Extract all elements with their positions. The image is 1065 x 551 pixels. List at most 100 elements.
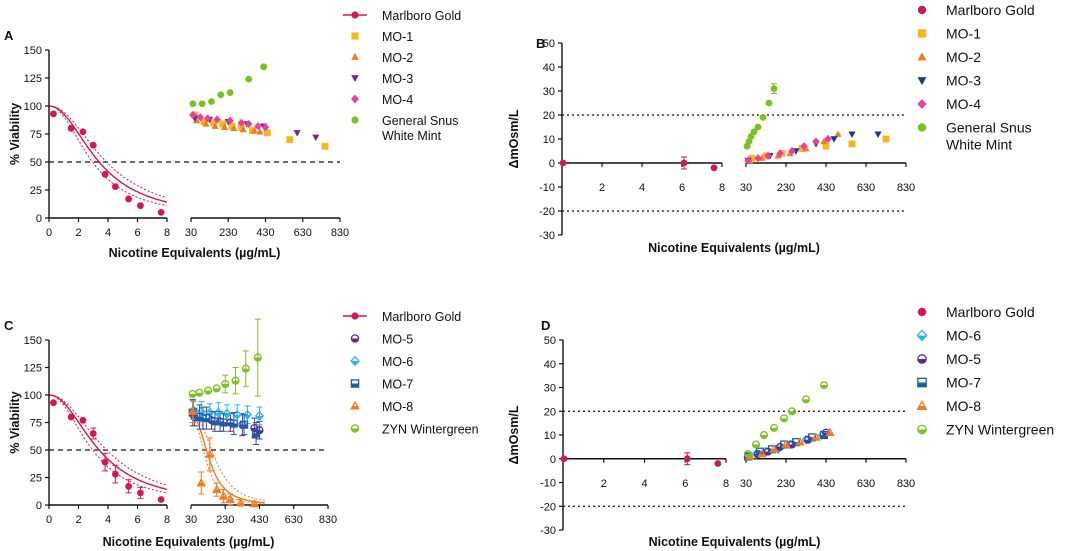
- data-point: [874, 131, 882, 138]
- data-point: [217, 91, 225, 99]
- data-point: [751, 440, 761, 449]
- x-tick-label: 2: [601, 478, 607, 490]
- data-point: [800, 142, 808, 151]
- data-point: [764, 151, 772, 160]
- y-tick-label: 20: [543, 110, 555, 122]
- x-tick-label: 230: [777, 478, 795, 490]
- series-mo-8: [745, 427, 835, 460]
- y-tick-label: -20: [539, 206, 555, 218]
- data-point: [125, 482, 133, 490]
- legend-label: MO-7: [946, 375, 981, 391]
- x-tick-label: 4: [639, 182, 645, 194]
- data-point: [198, 100, 206, 108]
- data-point: [211, 122, 219, 129]
- fit-ci-upper: [49, 105, 168, 199]
- y-axis-title: ΔmOsm/L: [507, 109, 521, 168]
- panel-letter: B: [536, 36, 545, 51]
- data-point: [824, 134, 832, 144]
- legend-label: White Mint: [382, 129, 442, 143]
- data-point: [79, 128, 87, 136]
- data-point: [286, 136, 294, 143]
- data-point: [228, 122, 236, 130]
- data-point: [202, 414, 211, 423]
- legend-item-marlboro-gold: Marlboro Gold: [917, 304, 1035, 320]
- data-point: [89, 141, 97, 149]
- data-point: [208, 98, 215, 105]
- data-point: [245, 75, 253, 83]
- series-mo-8: [188, 400, 260, 508]
- data-point: [101, 170, 109, 178]
- data-point: [239, 125, 247, 133]
- data-point: [321, 142, 329, 150]
- series-mo-3: [744, 131, 882, 165]
- data-point: [240, 420, 249, 429]
- data-point: [825, 427, 835, 436]
- legend-item-mo-3: MO-3: [351, 72, 413, 86]
- data-point: [834, 130, 842, 137]
- data-point: [188, 406, 198, 415]
- x-tick-label: 830: [897, 478, 915, 490]
- data-point: [111, 183, 119, 191]
- data-point: [820, 137, 828, 145]
- x-tick-label: 6: [134, 227, 140, 239]
- y-tick-label: 10: [543, 134, 555, 146]
- data-point: [848, 131, 856, 138]
- series-marlboro-gold: [560, 452, 722, 467]
- data-point: [769, 444, 779, 453]
- y-tick-label: -30: [539, 230, 555, 242]
- legend-marker: [917, 123, 927, 132]
- series-marlboro-gold: [559, 156, 718, 172]
- legend: Marlboro Gold MO-1 MO-2 MO-3 MO-4 General Snu…: [343, 9, 461, 143]
- legend-item-mo-8: MO-8: [916, 398, 981, 414]
- legend-label: MO-3: [382, 72, 413, 86]
- legend-label: Marlboro Gold: [946, 304, 1035, 320]
- data-point: [221, 379, 230, 389]
- legend-label: MO-3: [946, 73, 981, 89]
- x-tick-label: 830: [331, 227, 349, 239]
- data-point: [241, 364, 250, 373]
- data-point: [230, 124, 238, 132]
- y-tick-label: -30: [540, 525, 556, 537]
- fit-ci-upper: [49, 394, 168, 486]
- legend-item-mo-2: MO-2: [917, 49, 981, 65]
- data-point: [125, 195, 133, 203]
- data-point: [111, 470, 119, 478]
- y-tick-label: 100: [24, 101, 42, 113]
- x-tick-label: 4: [105, 227, 111, 239]
- x-tick-label: 8: [164, 227, 170, 239]
- data-point: [748, 154, 756, 162]
- legend-marker: [351, 116, 359, 124]
- legend-item-mo-1: MO-1: [351, 30, 413, 44]
- legend: Marlboro Gold MO-1 MO-2 MO-3 MO-4 General Snu…: [917, 2, 1035, 153]
- legend-marker: [917, 377, 927, 388]
- y-tick-label: 30: [543, 86, 555, 98]
- data-point: [232, 409, 242, 420]
- legend-marker: [350, 334, 360, 343]
- legend-item-zyn-wintergreen: ZYN Wintergreen: [917, 422, 1054, 438]
- legend-item-mo-4: MO-4: [351, 93, 413, 107]
- legend-label: MO-7: [382, 378, 413, 392]
- fit-curve: [49, 105, 168, 203]
- data-point: [188, 389, 197, 398]
- data-point: [710, 164, 718, 172]
- data-point: [779, 414, 789, 423]
- legend-label: MO-5: [382, 333, 413, 347]
- legend-marker: [350, 424, 360, 433]
- legend-marker: [351, 32, 359, 40]
- x-tick-label: 4: [641, 478, 647, 490]
- x-tick-label: 8: [719, 182, 725, 194]
- x-tick-label: 430: [250, 514, 268, 526]
- legend-marker: [350, 355, 360, 367]
- legend-marker: [351, 11, 359, 19]
- legend-label: MO-8: [946, 398, 981, 414]
- data-point: [218, 491, 229, 500]
- data-point: [229, 419, 238, 428]
- y-tick-label: 25: [30, 473, 42, 485]
- legend-label: Marlboro Gold: [382, 9, 461, 23]
- y-axis-title: ΔmOsm/L: [507, 405, 521, 464]
- legend-marker: [917, 5, 927, 15]
- data-point: [811, 432, 821, 441]
- legend-label: MO-4: [382, 93, 413, 107]
